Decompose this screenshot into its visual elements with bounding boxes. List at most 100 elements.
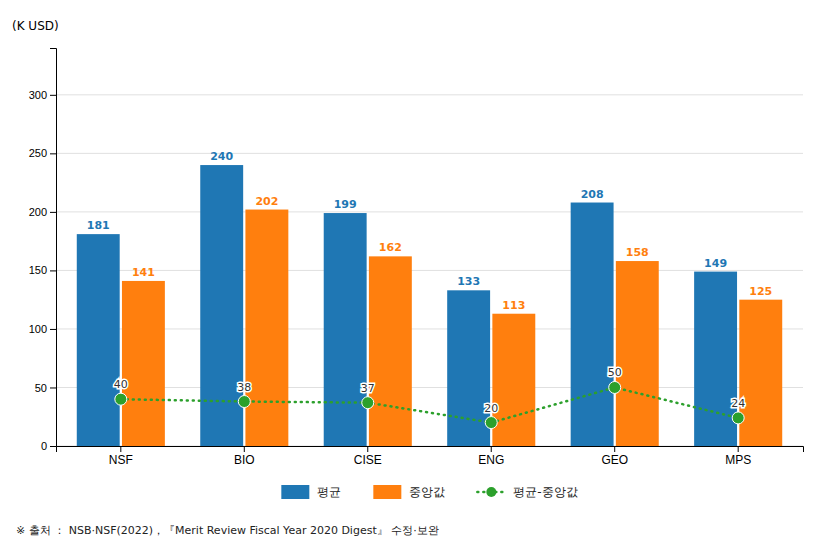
y-tick-label: 250 (29, 147, 47, 159)
bar (369, 256, 412, 446)
marks (77, 165, 782, 446)
y-axis-line (50, 49, 57, 447)
x-tick-label: MPS (725, 453, 751, 467)
x-tick: CISE (354, 446, 382, 467)
x-tick-mark (244, 446, 245, 452)
data-label: 199 (334, 198, 357, 211)
legend-swatch (373, 485, 401, 499)
data-label: 125 (749, 285, 772, 298)
y-tick-label: 50 (35, 381, 47, 393)
x-axis-line (57, 447, 804, 453)
grid-line (56, 94, 803, 95)
data-label: 141 (132, 266, 155, 279)
grid-line (56, 211, 803, 212)
x-tick: MPS (725, 446, 751, 467)
legend-swatch (486, 487, 496, 497)
line-marker (115, 393, 127, 405)
y-tick-mark (50, 270, 56, 271)
x-tick: BIO (234, 446, 255, 467)
x-tick-mark (120, 446, 121, 452)
bar (739, 300, 782, 446)
footnote: ※ 출처 ： NSB·NSF(2022)，『Merit Review Fisca… (16, 524, 439, 537)
data-label: 240 (210, 150, 233, 163)
data-label: 158 (626, 246, 649, 259)
x-tick-mark (491, 446, 492, 452)
y-tick-mark (50, 212, 56, 213)
y-tick: 150 (29, 264, 56, 276)
y-tick: 0 (41, 440, 56, 452)
line-marker (238, 396, 250, 408)
data-label: 181 (87, 219, 110, 232)
y-tick: 200 (29, 206, 56, 218)
legend: 평균 중앙값 평균-중앙값 (281, 485, 577, 499)
line-marker (732, 412, 744, 424)
y-tick-mark (50, 387, 56, 388)
legend-label: 중앙값 (409, 485, 445, 499)
x-tick-label: NSF (109, 453, 133, 467)
x-tick-mark (738, 446, 739, 452)
data-label: 208 (581, 188, 604, 201)
data-label: 50 (608, 366, 622, 379)
y-axis-title: (K USD) (12, 19, 59, 33)
legend-item: 중앙값 (373, 485, 445, 499)
line-marker (485, 417, 497, 429)
bar (324, 213, 367, 446)
x-tick-mark (367, 446, 368, 452)
line (121, 387, 738, 422)
x-tick-label: GEO (601, 453, 628, 467)
legend-item: 평균-중앙값 (477, 485, 577, 499)
y-tick-mark (50, 95, 56, 96)
y-tick-label: 200 (29, 206, 47, 218)
y-tick: 50 (35, 381, 56, 393)
x-tick-mark (614, 446, 615, 452)
data-label: 40 (114, 378, 128, 391)
bar (694, 272, 737, 446)
y-tick-mark (50, 329, 56, 330)
y-tick-mark (50, 446, 56, 447)
line-marker (609, 381, 621, 393)
x-tick-label: ENG (478, 453, 504, 467)
bar (122, 281, 165, 446)
data-label: 20 (484, 402, 498, 415)
grid-line (56, 387, 803, 388)
y-tick: 100 (29, 323, 56, 335)
grid-line (56, 153, 803, 154)
bar (77, 234, 120, 446)
data-labels: 181 240 199 133 208 149 141 202 162 113 158 125 40 38… (87, 150, 772, 415)
data-label: 149 (704, 257, 727, 270)
legend-item: 평균 (281, 485, 341, 499)
y-tick-label: 0 (41, 440, 47, 452)
grid-line (56, 328, 803, 329)
bar-series (77, 165, 737, 446)
grid (56, 95, 803, 446)
data-label: 113 (502, 299, 525, 312)
y-axis: 0 50 100 150 200 250 300 (29, 49, 57, 453)
bar (245, 210, 288, 446)
x-tick: NSF (109, 446, 133, 467)
bar (571, 203, 614, 446)
bar (447, 290, 490, 446)
bar (616, 261, 659, 446)
y-tick: 250 (29, 147, 56, 159)
legend-swatch (281, 485, 309, 499)
y-tick-label: 100 (29, 323, 47, 335)
x-tick: GEO (601, 446, 628, 467)
x-axis: NSF BIO CISE ENG GEO MPS (57, 446, 804, 467)
y-tick: 300 (29, 89, 56, 101)
bar (200, 165, 243, 446)
y-tick-mark (50, 153, 56, 154)
x-tick-label: CISE (354, 453, 382, 467)
data-label: 162 (379, 241, 402, 254)
y-tick-label: 300 (29, 89, 47, 101)
legend-label: 평균-중앙값 (513, 485, 577, 499)
data-label: 38 (237, 381, 251, 394)
line-marker (362, 397, 374, 409)
data-label: 202 (255, 195, 278, 208)
legend-label: 평균 (317, 485, 341, 499)
bar (492, 314, 535, 446)
x-tick: ENG (478, 446, 504, 467)
data-label: 24 (731, 397, 745, 410)
x-tick-label: BIO (234, 453, 255, 467)
data-label: 37 (361, 382, 375, 395)
data-label: 133 (457, 275, 480, 288)
